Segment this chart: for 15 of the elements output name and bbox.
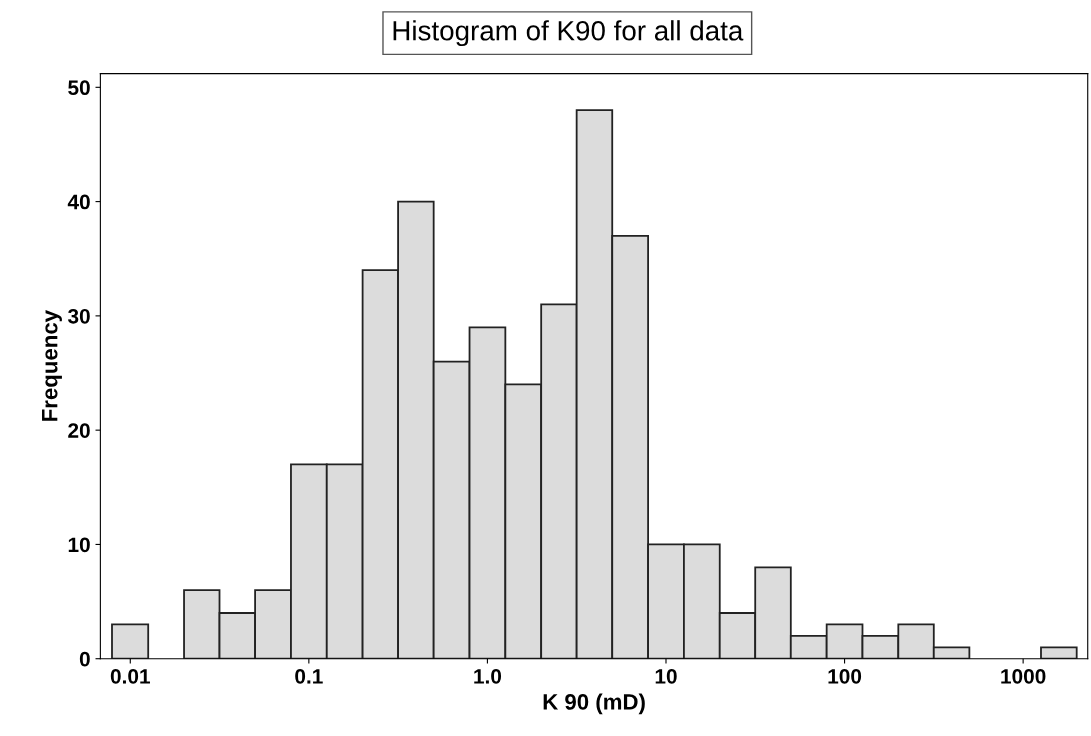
chart-title: Histogram of K90 for all data <box>393 20 744 47</box>
x-axis-title: K 90 (mD) <box>543 693 645 715</box>
x-tick-label: 10 <box>655 668 677 684</box>
y-tick-label: 40 <box>67 194 90 210</box>
x-tick-label: 0.1 <box>295 668 323 684</box>
y-tick-label: 20 <box>68 423 90 438</box>
y-tick-label: 0 <box>79 651 90 667</box>
x-tick-label: 1000 <box>1001 668 1046 684</box>
y-tick-label: 30 <box>67 308 90 324</box>
y-tick-label: 10 <box>68 537 90 553</box>
y-tick-label: 50 <box>68 80 90 96</box>
y-axis-title: Frequency <box>42 310 62 421</box>
x-tick-label: 0.01 <box>110 668 150 684</box>
x-tick-label: 100 <box>828 668 862 684</box>
x-tick-label: 1.0 <box>474 668 502 684</box>
